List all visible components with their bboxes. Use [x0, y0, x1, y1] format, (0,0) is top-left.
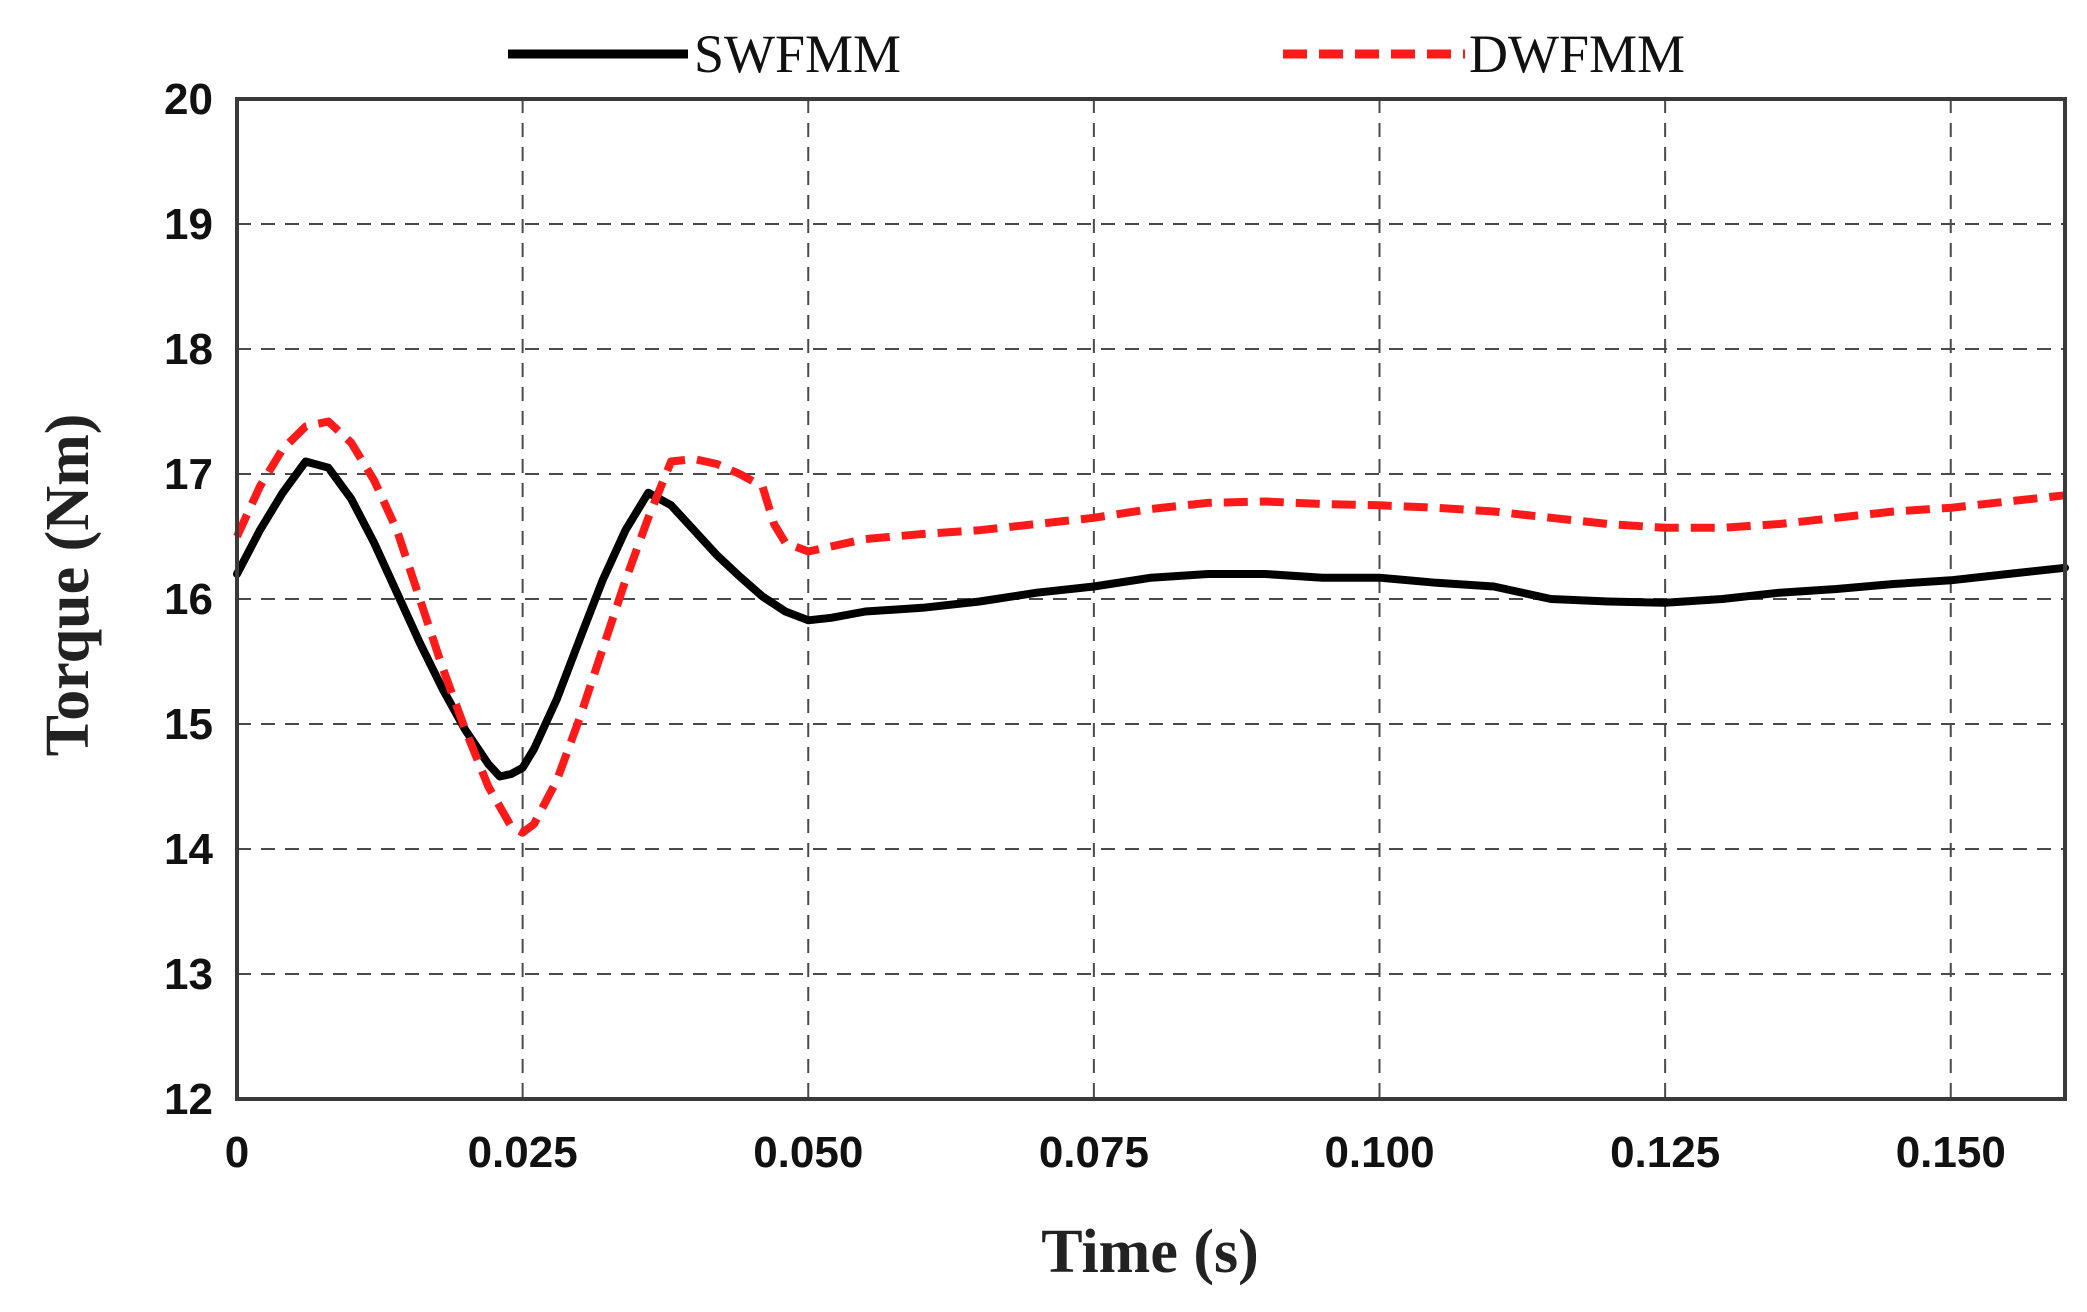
grid-lines [237, 99, 2065, 1099]
series-line-swfmm [233, 457, 2069, 781]
y-tick-label: 16 [164, 575, 213, 624]
x-tick-label: 0.100 [1324, 1128, 1434, 1177]
y-tick-label: 20 [164, 75, 213, 124]
y-tick-label: 17 [164, 450, 213, 499]
series-lines [233, 417, 2069, 837]
x-tick-labels: 0 0.025 0.050 0.075 0.100 0.125 0.150 [225, 1128, 2006, 1177]
x-tick-label: 0 [225, 1128, 249, 1177]
y-tick-label: 15 [164, 700, 213, 749]
plot-frame [235, 97, 2067, 1101]
y-tick-label: 14 [164, 825, 213, 874]
legend-label-dwfmm: DWFMM [1469, 24, 1685, 84]
y-tick-label: 19 [164, 200, 213, 249]
y-tick-label: 13 [164, 950, 213, 999]
x-tick-label: 0.025 [468, 1128, 578, 1177]
series-line-dwfmm [233, 417, 2066, 837]
legend-label-swfmm: SWFMM [694, 24, 901, 84]
x-tick-label: 0.075 [1039, 1128, 1149, 1177]
y-tick-label: 18 [164, 325, 213, 374]
x-tick-label: 0.150 [1896, 1128, 2006, 1177]
x-tick-label: 0.050 [753, 1128, 863, 1177]
x-axis-title: Time (s) [1041, 1218, 1259, 1286]
y-axis-title: Torque (Nm) [34, 414, 102, 757]
y-tick-label: 12 [164, 1075, 213, 1124]
x-tick-label: 0.125 [1610, 1128, 1720, 1177]
legend: SWFMM DWFMM [508, 24, 1685, 84]
y-tick-labels: 12 13 14 15 16 17 18 19 20 [164, 75, 213, 1124]
